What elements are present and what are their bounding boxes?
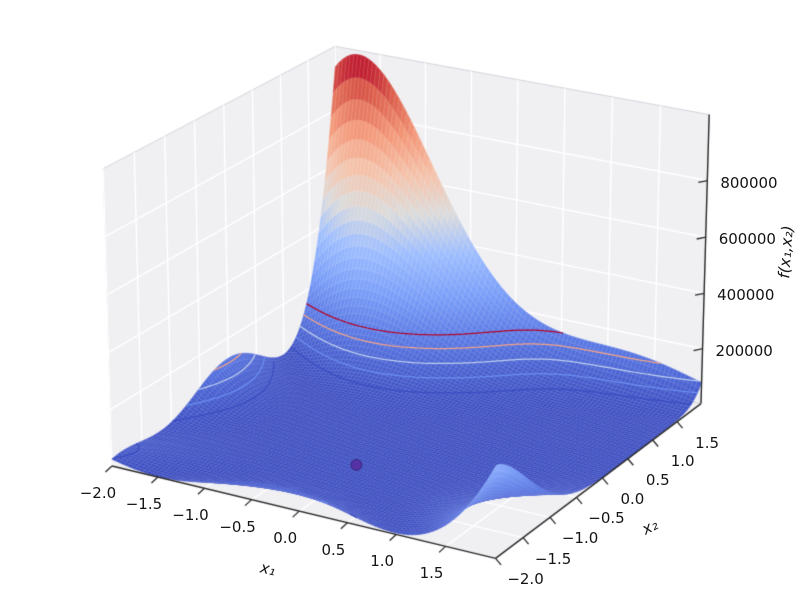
z-tick-label: 600000	[718, 230, 776, 249]
x1-tick-label: 0.0	[273, 529, 298, 548]
x1-tick-label: −1.5	[125, 495, 163, 514]
z-tick-label: 200000	[715, 341, 773, 360]
x1-tick-label: 1.5	[419, 564, 444, 583]
x2-tick-label: 0.5	[645, 470, 670, 489]
x1-tick-label: −1.0	[172, 506, 209, 525]
z-axis-label: f(x₁,x₂)	[775, 224, 797, 280]
z-tick-label: 800000	[720, 173, 778, 192]
x1-tick-label: −2.0	[79, 483, 117, 502]
x2-tick-label: −0.5	[588, 509, 625, 528]
x2-tick-label: −2.0	[507, 570, 544, 589]
x1-tick-label: 0.5	[321, 540, 346, 559]
x2-tick-label: 1.5	[695, 433, 720, 452]
x1-tick-label: 1.0	[370, 552, 395, 571]
x2-tick-label: 1.0	[670, 451, 695, 470]
x2-tick-label: −1.0	[561, 529, 599, 548]
x2-tick-label: −1.5	[534, 549, 572, 568]
z-tick-label: 400000	[717, 286, 775, 305]
x2-tick-label: 0.0	[620, 489, 645, 508]
x1-tick-label: −0.5	[219, 517, 256, 536]
